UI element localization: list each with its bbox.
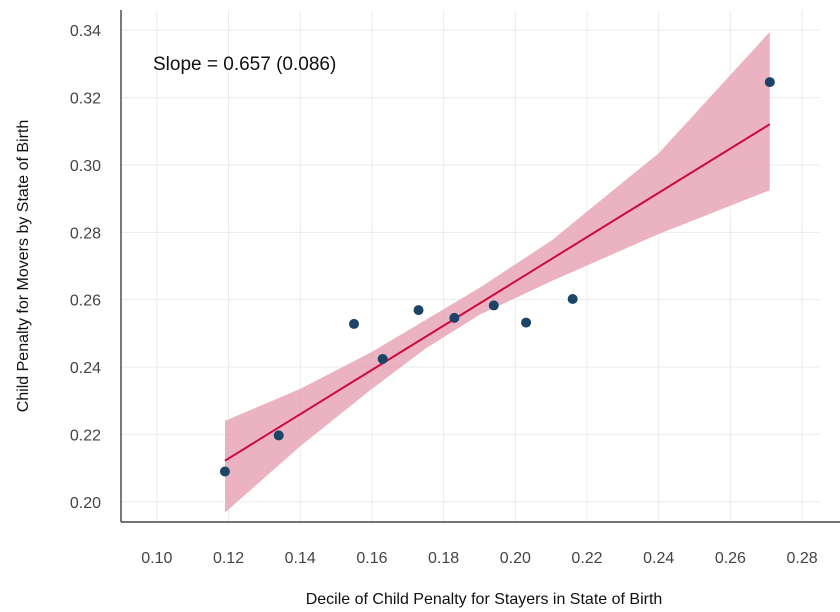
x-tick-label: 0.14 [285,550,316,567]
data-point [377,353,388,364]
y-tick-label: 0.24 [70,360,101,377]
data-point [567,294,578,305]
x-tick-labels: 0.10 0.12 0.14 0.16 0.18 0.20 0.22 0.24 0.26 0.28 [141,550,817,567]
x-axis-title: Decile of Child Penalty for Stayers in S… [306,591,663,608]
data-points [219,77,775,477]
y-tick-label: 0.30 [70,158,101,175]
fit-line [224,123,771,462]
x-tick-label: 0.20 [500,550,531,567]
data-point [413,305,424,316]
x-tick-label: 0.10 [141,550,172,567]
data-point [521,317,532,328]
data-point [219,466,230,477]
data-point [273,430,284,441]
data-point [488,300,499,311]
x-tick-label: 0.22 [571,550,602,567]
confidence-band [225,31,770,513]
y-tick-label: 0.26 [70,293,101,310]
slope-annotation: Slope = 0.657 (0.086) [153,54,336,75]
y-tick-label: 0.20 [70,495,101,512]
data-point [449,312,460,323]
y-tick-label: 0.32 [70,91,101,108]
x-tick-label: 0.28 [787,550,818,567]
y-tick-label: 0.28 [70,225,101,242]
y-tick-label: 0.34 [70,23,101,40]
data-point [764,77,775,88]
data-point [349,318,359,329]
y-axis-title: Child Penalty for Movers by State of Bir… [15,120,32,413]
x-tick-label: 0.16 [356,550,387,567]
x-tick-label: 0.12 [213,550,244,567]
x-tick-label: 0.24 [643,550,674,567]
y-tick-labels: 0.20 0.22 0.24 0.26 0.28 0.30 0.32 0.34 [70,23,101,512]
x-tick-label: 0.26 [715,550,746,567]
x-tick-label: 0.18 [428,550,459,567]
y-tick-label: 0.22 [70,427,101,444]
